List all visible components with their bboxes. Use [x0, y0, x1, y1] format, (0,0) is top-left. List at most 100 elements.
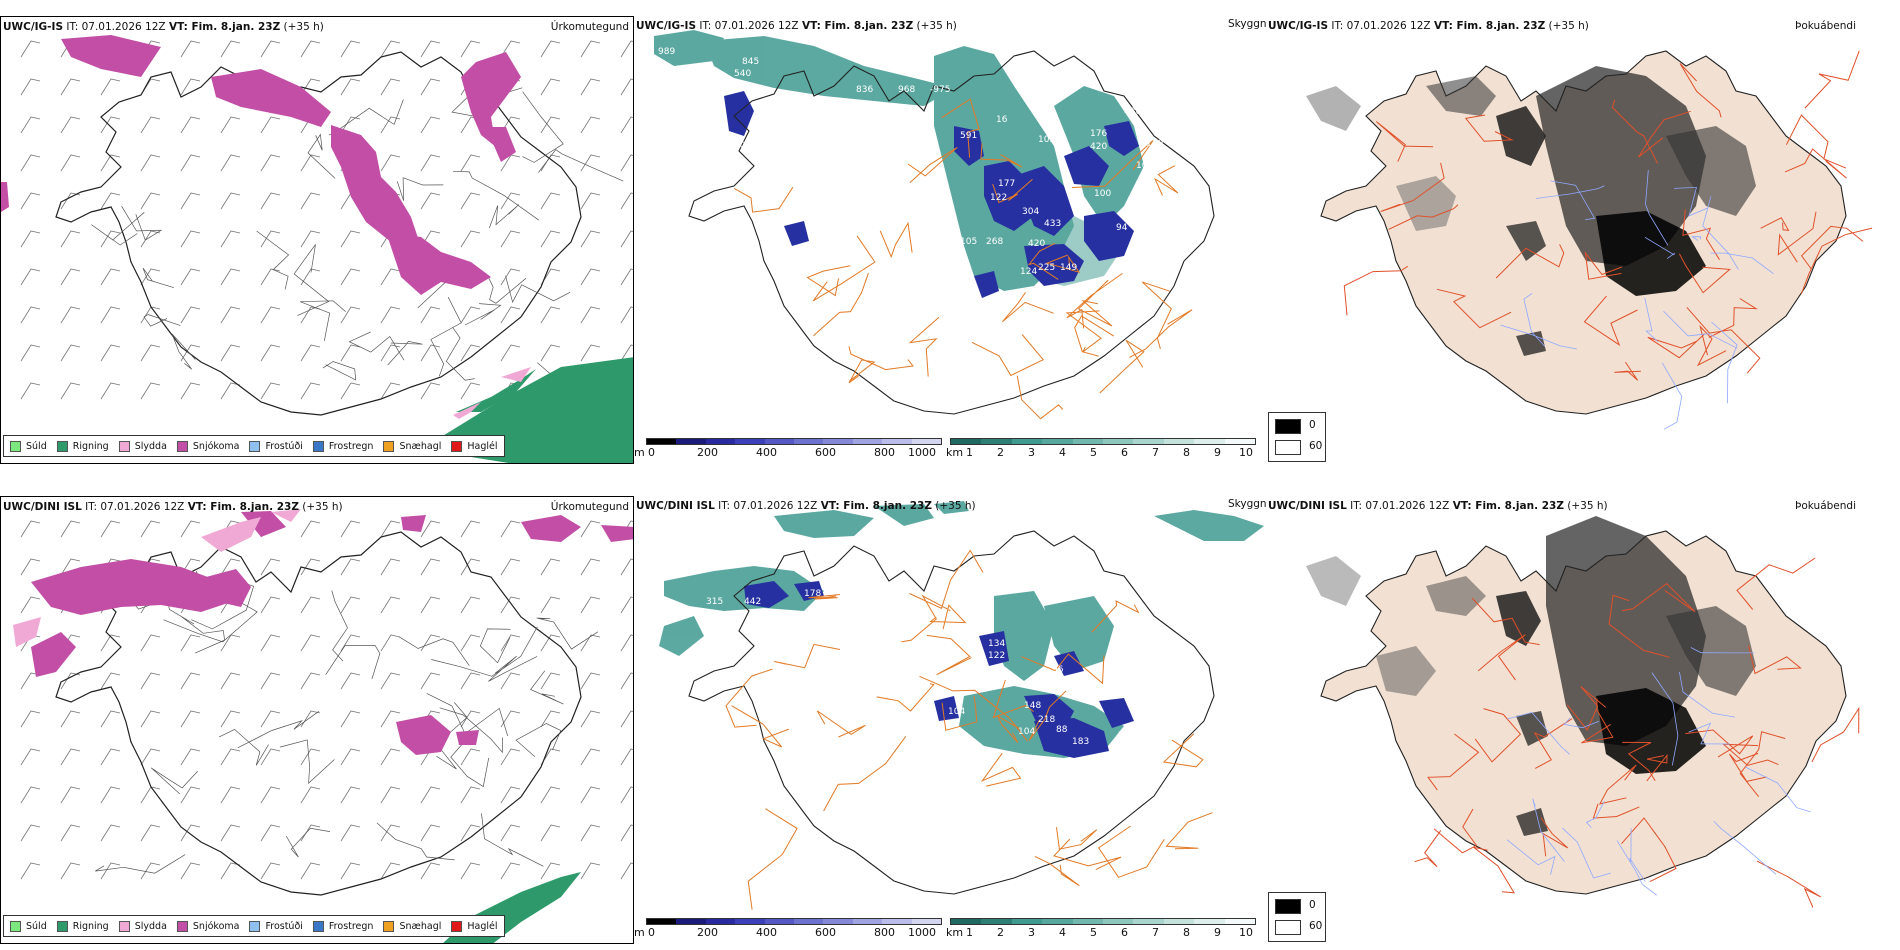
legend-item-snow-pellets: Snæhagl — [383, 440, 441, 452]
road-network — [95, 571, 599, 874]
panel-title: UWC/DINI ISL IT: 07.01.2026 12Z VT: Fim.… — [3, 501, 343, 513]
ceiling-label: 218 — [1038, 715, 1055, 725]
colorbar-step — [764, 919, 795, 924]
colorbar-step — [1194, 439, 1225, 444]
ceiling-label: 1206 — [732, 84, 755, 94]
legend-swatch — [451, 920, 463, 932]
colorbar-step — [705, 919, 736, 924]
panel-parameter-name: Þokuábendi — [1795, 20, 1856, 32]
visibility-colorbar-strip — [950, 918, 1256, 925]
ceiling-label: 420 — [1028, 239, 1045, 249]
legend-swatch — [312, 920, 324, 932]
ceiling-label: 177 — [998, 179, 1015, 189]
ceiling-areas — [724, 91, 1139, 298]
colorbar-step — [823, 439, 853, 444]
colorbar-tick: 9 — [1214, 446, 1221, 459]
cloud-parameter-name: Skyggni — [1228, 498, 1270, 510]
ceiling-label: 96 — [1052, 665, 1064, 675]
visibility-colorbar-strip — [950, 438, 1256, 445]
ceiling-colorbar: m 0 200 400 600 800 1000 — [634, 438, 944, 462]
ceiling-label: 105 — [1038, 135, 1055, 145]
ceiling-labels: 989 845 540 1206 836 968 -975 16 107 591… — [658, 47, 1163, 277]
ceiling-label: 134 — [988, 639, 1005, 649]
colorbar-tick: 800 — [874, 926, 895, 939]
colorbar-tick: 600 — [815, 926, 836, 939]
legend-swatch — [56, 440, 68, 452]
colorbar-tick: 10 — [1239, 446, 1253, 459]
legend-item-rain: Rigning — [56, 440, 109, 452]
wind-barb — [20, 40, 633, 400]
colorbar-step — [1042, 919, 1073, 924]
road-network — [733, 98, 1193, 420]
colorbar-step — [735, 919, 765, 924]
colorbar-tick: 800 — [874, 446, 895, 459]
road-segment — [1414, 557, 1860, 908]
colorbar-unit: m — [634, 926, 645, 939]
cloud-panel-dini: UWC/DINI ISL IT: 07.01.2026 12Z VT: Fim.… — [634, 496, 1266, 944]
ceiling-label: 268 — [986, 237, 1003, 247]
colorbar-step — [764, 439, 795, 444]
road-segment — [725, 549, 1213, 910]
ceiling-label: 130 — [1146, 139, 1163, 149]
ceiling-label: 836 — [856, 85, 873, 95]
colorbar-step — [1224, 919, 1256, 924]
ceiling-label: 225 — [1038, 263, 1055, 273]
colorbar-step — [852, 919, 883, 924]
ceiling-colorbar-strip — [646, 438, 942, 445]
fog-map — [1306, 516, 1860, 908]
ceiling-label: 94 — [1116, 223, 1128, 233]
colorbar-step — [1224, 439, 1256, 444]
panel-parameter-name: Úrkomutegund — [550, 501, 629, 513]
river-segment — [1500, 169, 1774, 430]
legend-swatch — [383, 920, 395, 932]
legend-item-hail: Haglél — [451, 920, 498, 932]
colorbar-tick: 0 — [648, 446, 655, 459]
ceiling-label: 105 — [960, 237, 977, 247]
legend-swatch — [451, 440, 463, 452]
ceiling-label: 148 — [1024, 701, 1041, 711]
legend-item-drizzle: Súld — [10, 920, 47, 932]
fog-panel-ig: UWC/IG-IS IT: 07.01.2026 12Z VT: Fim. 8.… — [1266, 16, 1900, 464]
legend-swatch — [176, 440, 188, 452]
legend-swatch — [10, 440, 21, 452]
fog-index-areas — [1306, 66, 1756, 356]
fog-legend-label: 60 — [1309, 920, 1323, 932]
panel-title: UWC/DINI ISL IT: 07.01.2026 12Z VT: Fim.… — [636, 500, 976, 512]
visibility-colorbar: km 1 2 3 4 5 6 7 8 9 10 — [946, 918, 1258, 942]
colorbar-unit: km — [946, 926, 964, 939]
colorbar-step — [911, 439, 942, 444]
legend-swatch — [118, 440, 130, 452]
fog-legend-swatch-light — [1275, 440, 1301, 455]
road-segment — [95, 571, 599, 874]
precip-map — [1, 35, 633, 463]
colorbar-tick: 600 — [815, 446, 836, 459]
ceiling-labels: 963 315 442 178 134 122 96 104 218 88 18… — [706, 533, 1187, 747]
colorbar-tick: 3 — [1028, 926, 1035, 939]
colorbar-tick: 6 — [1121, 446, 1128, 459]
ceiling-label: 480 — [1124, 107, 1141, 117]
colorbar-tick: 1 — [966, 446, 973, 459]
ceiling-label: 176 — [1090, 129, 1107, 139]
panel-parameter-name: Þokuábendi — [1795, 500, 1856, 512]
legend-item-freezing-rain: Frostregn — [312, 440, 373, 452]
precip-type-legend: Súld Rigning Slydda Snjókoma Frostúði Fr… — [3, 435, 505, 457]
ceiling-label: 104 — [1018, 727, 1035, 737]
colorbar-step — [951, 439, 982, 444]
ceiling-label: 149 — [1060, 263, 1077, 273]
panel-title: UWC/IG-IS IT: 07.01.2026 12Z VT: Fim. 8.… — [1268, 20, 1589, 32]
ceiling-label: 107 — [734, 141, 751, 151]
legend-item-sleet: Slydda — [118, 920, 167, 932]
legend-swatch — [249, 920, 261, 932]
colorbar-step — [735, 439, 765, 444]
panel-title: UWC/DINI ISL IT: 07.01.2026 12Z VT: Fim.… — [1268, 500, 1608, 512]
ceiling-label: 845 — [742, 57, 759, 67]
road-segment — [1343, 50, 1873, 381]
colorbar-step — [1133, 439, 1164, 444]
legend-item-freezing-drizzle: Frostúði — [249, 920, 303, 932]
colorbar-step — [1072, 919, 1104, 924]
colorbar-tick: 1000 — [908, 926, 936, 939]
ceiling-label: 75 — [1120, 265, 1131, 275]
ceiling-label: 463 — [1134, 99, 1151, 109]
fog-index-legend: 0 60 — [1268, 892, 1326, 942]
colorbar-tick: 1 — [966, 926, 973, 939]
